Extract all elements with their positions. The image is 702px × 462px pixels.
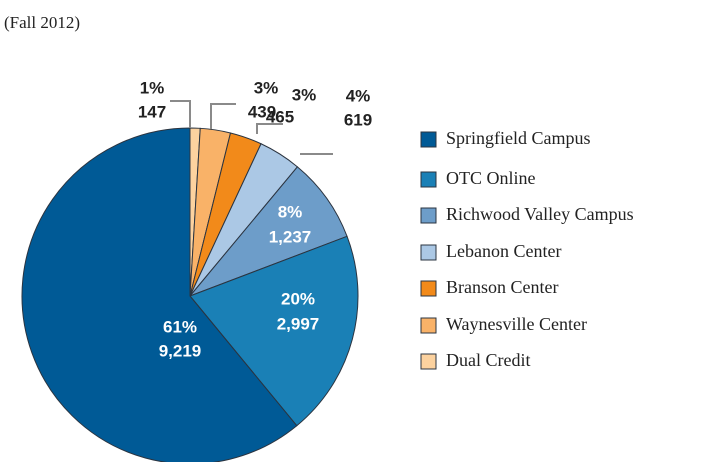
data-label-value: 9,219 xyxy=(159,341,202,360)
chart-subtitle: (Fall 2012) xyxy=(4,13,80,32)
legend-label: OTC Online xyxy=(446,168,536,188)
data-label-value: 465 xyxy=(266,107,294,126)
leader-line xyxy=(210,103,236,129)
data-label-value: 619 xyxy=(344,110,372,129)
leader-line xyxy=(170,100,191,128)
legend-label: Waynesville Center xyxy=(446,314,587,334)
legend-swatch xyxy=(420,207,437,224)
data-label-value: 439 xyxy=(248,102,276,121)
legend-swatch xyxy=(420,280,437,297)
legend-label: Lebanon Center xyxy=(446,241,561,261)
leader-line xyxy=(256,123,283,134)
data-label-value: 2,997 xyxy=(277,314,320,333)
data-label-percent: 3% xyxy=(292,85,317,104)
pie-slice xyxy=(21,127,298,462)
data-label-value: 147 xyxy=(138,102,166,121)
legend-swatch xyxy=(420,131,437,148)
legend-label: Springfield Campus xyxy=(446,128,591,148)
legend-swatch xyxy=(420,353,437,370)
data-label-percent: 4% xyxy=(346,86,371,105)
data-label-percent: 20% xyxy=(281,289,315,308)
pie-slice xyxy=(189,235,359,427)
data-label-percent: 61% xyxy=(163,317,197,336)
leader-lines xyxy=(170,100,333,155)
legend-label: Branson Center xyxy=(446,277,558,297)
data-label-percent: 3% xyxy=(254,78,279,97)
data-label-percent: 1% xyxy=(140,78,165,97)
data-label-value: 1,237 xyxy=(269,227,312,246)
legend-swatch xyxy=(420,317,437,334)
legend-swatch xyxy=(420,244,437,261)
legend-swatch xyxy=(420,171,437,188)
data-label-percent: 8% xyxy=(278,202,303,221)
legend-label: Richwood Valley Campus xyxy=(446,204,634,224)
legend-label: Dual Credit xyxy=(446,350,530,370)
